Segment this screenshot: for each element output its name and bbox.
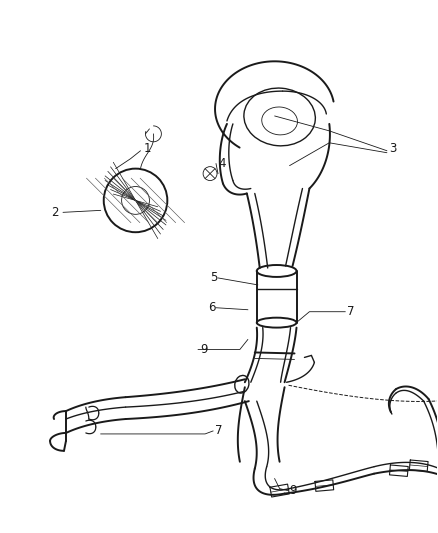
Text: 7: 7 [215, 424, 223, 438]
Text: 7: 7 [347, 305, 355, 318]
Text: 5: 5 [210, 271, 217, 285]
Text: 9: 9 [200, 343, 208, 356]
Text: 2: 2 [51, 206, 59, 219]
Text: 9: 9 [290, 484, 297, 497]
Text: 1: 1 [144, 142, 151, 155]
Text: 6: 6 [208, 301, 215, 314]
Text: 3: 3 [389, 142, 396, 155]
Text: 4: 4 [218, 157, 226, 170]
